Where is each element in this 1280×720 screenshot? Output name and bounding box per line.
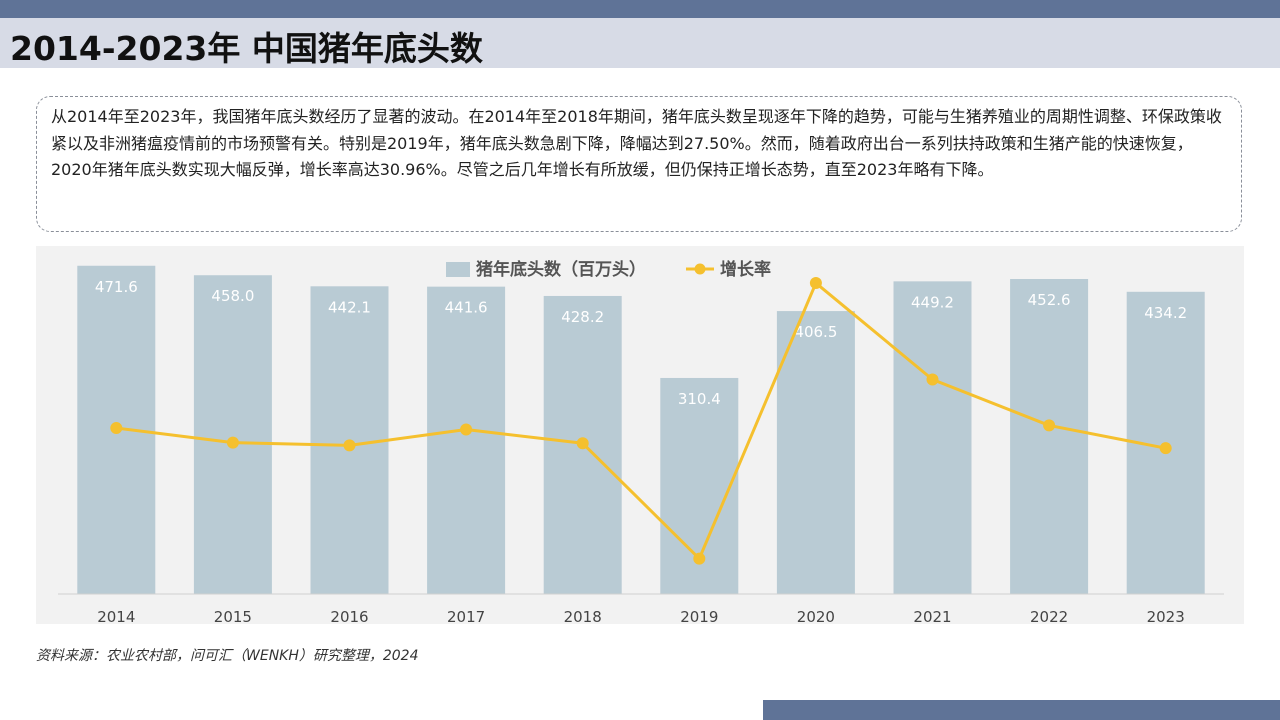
x-tick-label: 2019 [680,608,718,624]
growth-rate-point-2014 [110,422,123,435]
bar-value-label: 442.1 [328,298,371,316]
chart-panel: 471.6 458.0 442.1 441.6 428.2 310.4 406.5 449.2… [36,246,1244,624]
combo-chart: 471.6 458.0 442.1 441.6 428.2 310.4 406.5 449.2… [58,259,1224,624]
bar-value-label: 471.6 [95,278,138,296]
x-tick-label: 2022 [1030,608,1068,624]
growth-rate-point-2017 [460,423,473,436]
bar-value-label: 441.6 [445,299,488,317]
summary-box: 从2014年至2023年，我国猪年底头数经历了显著的波动。在2014年至2018… [36,96,1242,232]
bar-2017 [427,286,506,594]
growth-rate-point-2020 [809,277,822,290]
bottom-accent-band [763,700,1280,720]
legend-marker-growth [694,263,706,275]
x-tick-label: 2023 [1147,608,1185,624]
growth-rate-point-2016 [343,439,356,452]
growth-rate-line [116,281,1166,561]
x-tick-label: 2017 [447,608,485,624]
x-tick-label: 2020 [797,608,835,624]
summary-text: 从2014年至2023年，我国猪年底头数经历了显著的波动。在2014年至2018… [51,107,1222,179]
bar-value-label: 428.2 [561,308,604,326]
legend-label-bars: 猪年底头数（百万头） [476,259,646,280]
bar-value-label: 449.2 [911,293,954,311]
growth-rate-point-2015 [226,436,239,449]
bar-value-label: 452.6 [1028,291,1071,309]
legend-swatch-bars [446,262,470,277]
bar-value-label: 406.5 [794,323,837,341]
x-tick-label: 2018 [564,608,602,624]
bar-2022 [1010,278,1089,594]
page-title: 2014-2023年 中国猪年底头数 [10,29,483,68]
x-tick-label: 2021 [913,608,951,624]
bar-value-label: 458.0 [211,287,254,305]
growth-rate-point-2019 [693,552,706,565]
bar-value-label: 434.2 [1144,304,1187,322]
top-accent-band [0,0,1280,18]
growth-rate-point-2022 [1043,419,1056,432]
bar-2015 [193,275,272,594]
growth-rate-point-2021 [926,373,939,386]
x-tick-label: 2016 [330,608,368,624]
x-tick-label: 2014 [97,608,135,624]
growth-rate-point-2018 [576,437,589,450]
bar-2021 [893,281,972,594]
source-note: 资料来源：农业农村部，问可汇（WENKH）研究整理，2024 [36,648,419,664]
growth-rate-point-2023 [1159,442,1172,455]
x-tick-label: 2015 [214,608,252,624]
bar-value-label: 310.4 [678,390,721,408]
bar-2020 [776,311,855,594]
title-bar: 2014-2023年 中国猪年底头数 [0,18,1280,68]
legend-label-growth: 增长率 [720,259,771,280]
